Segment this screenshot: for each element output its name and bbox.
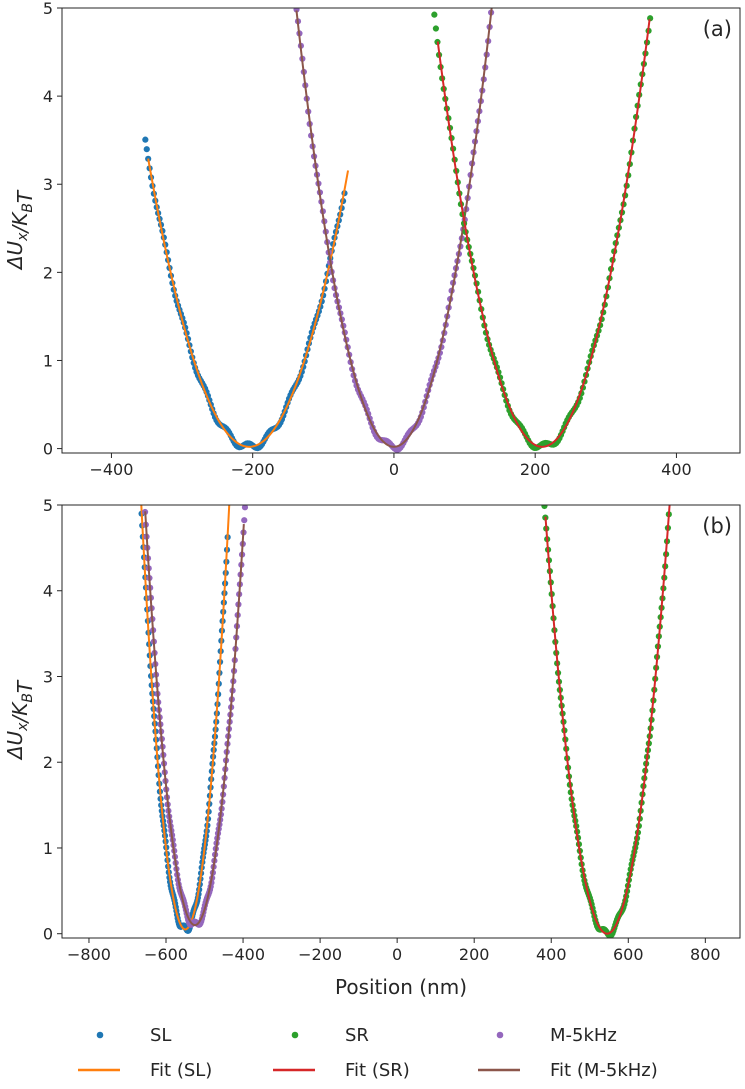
fit-line-SR xyxy=(436,19,651,448)
x-tick-label: 200 xyxy=(520,460,551,479)
series-SR-points xyxy=(430,0,654,452)
data-point-M-5kHz xyxy=(141,496,147,502)
data-point-SR xyxy=(430,0,436,4)
data-point-SL xyxy=(143,146,150,153)
y-tick-label: 2 xyxy=(43,753,53,772)
x-tick-label: 0 xyxy=(389,460,399,479)
data-point-SL xyxy=(137,484,143,490)
data-point-SR xyxy=(541,505,548,510)
fit-line-M-5kHz xyxy=(144,511,245,927)
legend-marker xyxy=(291,1031,299,1039)
fit-line-SL xyxy=(147,158,350,448)
legend-label: M-5kHz xyxy=(550,1025,617,1046)
data-point-SL xyxy=(138,498,144,504)
data-point-SR xyxy=(431,11,438,18)
legend-label: Fit (SR) xyxy=(345,1060,410,1081)
x-tick-label: −200 xyxy=(298,945,342,964)
series-M-5kHz-points xyxy=(292,0,495,453)
legend-label: Fit (SL) xyxy=(150,1060,212,1081)
axes-frame xyxy=(61,504,741,939)
legend-marker xyxy=(96,1031,104,1039)
data-point-SR xyxy=(650,8,653,9)
legend-item-sr: SR xyxy=(291,1025,369,1046)
y-tick-label: 0 xyxy=(43,925,53,944)
panel-a: −400 −200 0 200 400 0 1 2 3 4 5 (a) ΔUx/KBT xyxy=(3,0,741,479)
data-point-SR xyxy=(668,484,674,490)
y-tick-label: 4 xyxy=(43,87,53,106)
data-point-M-5kHz xyxy=(241,517,248,524)
panel-label: (a) xyxy=(703,17,732,41)
x-tick-label: −200 xyxy=(231,460,275,479)
y-tick-label: 1 xyxy=(43,839,53,858)
legend-label: Fit (M-5kHz) xyxy=(550,1060,658,1081)
x-axis-label: Position (nm) xyxy=(335,975,467,999)
data-point-SL xyxy=(137,471,143,477)
panel-b: −800 −600 −400 −200 0 200 400 600 800 0 1 2 3 4 5 (b) ΔU… xyxy=(3,456,741,999)
data-point-SL xyxy=(142,136,149,143)
legend-item-m-5khz: M-5kHz xyxy=(496,1025,617,1046)
legend-label: SL xyxy=(150,1025,171,1046)
y-tick-label: 5 xyxy=(43,0,53,18)
fit-line-M-5kHz xyxy=(295,8,493,448)
x-tick-label: 0 xyxy=(392,945,402,964)
x-tick-label: −600 xyxy=(144,945,188,964)
plot-area xyxy=(142,0,654,453)
data-point-M-5kHz xyxy=(292,0,298,1)
y-tick-label: 0 xyxy=(43,440,53,459)
legend-item-fit-m-5khz-: Fit (M-5kHz) xyxy=(478,1060,658,1081)
y-axis-label: ΔUx/KBT xyxy=(3,189,37,271)
x-tick-label: 400 xyxy=(661,460,692,479)
x-tick-label: 800 xyxy=(690,945,721,964)
y-tick-label: 2 xyxy=(43,263,53,282)
y-axis-label: ΔUx/KBT xyxy=(3,679,37,761)
series-SR-points xyxy=(540,484,674,938)
data-point-SR xyxy=(540,491,546,497)
y-tick-label: 3 xyxy=(43,175,53,194)
data-point-M-5kHz xyxy=(140,468,146,474)
y-tick-label: 1 xyxy=(43,351,53,370)
fit-line-SR xyxy=(544,505,671,935)
fit-line-SL xyxy=(140,505,231,931)
legend-label: SR xyxy=(345,1025,369,1046)
legend-item-fit-sl-: Fit (SL) xyxy=(78,1060,212,1081)
y-tick-label: 3 xyxy=(43,667,53,686)
x-tick-label: −400 xyxy=(89,460,133,479)
data-point-M-5kHz xyxy=(489,0,495,1)
x-tick-label: 400 xyxy=(536,945,567,964)
x-tick-label: 600 xyxy=(613,945,644,964)
y-tick-label: 5 xyxy=(43,496,53,515)
data-point-SR xyxy=(432,25,440,32)
legend-item-sl: SL xyxy=(96,1025,171,1046)
panel-label: (b) xyxy=(702,514,732,538)
legend-item-fit-sr-: Fit (SR) xyxy=(273,1060,410,1081)
y-tick-label: 4 xyxy=(43,582,53,601)
data-point-M-5kHz xyxy=(241,505,249,511)
data-point-M-5kHz xyxy=(293,8,300,13)
data-point-SL xyxy=(136,456,142,462)
legend-marker xyxy=(496,1031,504,1039)
legend: SL SR M-5kHz Fit (SL) Fit (SR) Fit (M-5kHz) xyxy=(78,1025,658,1081)
data-point-M-5kHz xyxy=(141,482,147,488)
x-tick-label: 200 xyxy=(459,945,490,964)
axes-frame xyxy=(61,7,741,454)
data-point-SR xyxy=(667,498,673,504)
x-tick-label: −800 xyxy=(67,945,111,964)
x-tick-label: −400 xyxy=(221,945,265,964)
plot-area xyxy=(136,456,674,938)
